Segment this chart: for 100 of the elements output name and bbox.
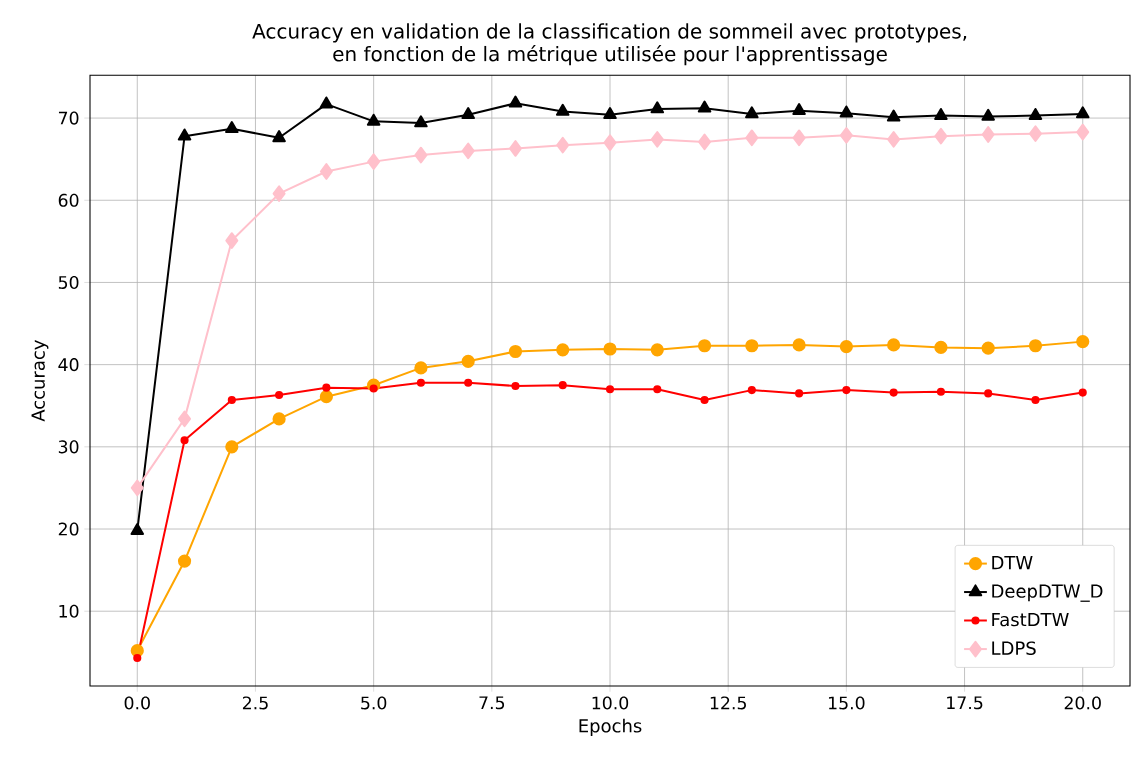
point: [272, 130, 286, 143]
point: [508, 344, 523, 359]
point: [225, 232, 239, 249]
point: [1028, 125, 1042, 143]
x-tick-label: 2.5: [242, 696, 268, 710]
point: [180, 436, 189, 445]
y-tick-label: 30: [58, 440, 79, 454]
point: [366, 113, 381, 126]
point: [936, 387, 945, 396]
point: [225, 121, 239, 134]
y-tick-label: 50: [58, 275, 79, 290]
point: [275, 390, 284, 400]
point: [792, 103, 806, 115]
point: [603, 134, 617, 152]
point: [177, 554, 192, 568]
point: [792, 129, 806, 147]
point: [1028, 339, 1043, 353]
point: [745, 106, 759, 119]
point: [934, 340, 948, 354]
point: [650, 101, 665, 114]
point: [461, 354, 475, 368]
point: [981, 341, 995, 355]
point: [603, 342, 617, 356]
point: [887, 131, 901, 148]
point: [556, 343, 570, 357]
point: [511, 381, 520, 391]
point: [839, 126, 853, 144]
point: [1075, 106, 1090, 119]
point: [177, 128, 192, 141]
point: [981, 126, 995, 143]
point: [556, 136, 570, 154]
point: [367, 153, 381, 170]
point: [178, 410, 192, 428]
y-tick-label: 70: [58, 111, 79, 125]
point: [650, 131, 664, 148]
point: [322, 383, 331, 392]
point: [981, 108, 995, 121]
legend-label: LDPS: [992, 641, 1036, 655]
legend-label: DeepDTW_D: [992, 584, 1103, 602]
point: [603, 107, 617, 120]
point: [1076, 335, 1090, 349]
x-tick-label: 12.5: [710, 696, 746, 710]
y-axis-title: Accuracy: [31, 340, 49, 422]
point: [464, 378, 473, 387]
point: [747, 386, 756, 395]
x-tick-label: 10.0: [592, 696, 629, 710]
point: [1076, 123, 1090, 141]
x-tick-label: 15.0: [828, 696, 865, 710]
point: [508, 95, 523, 108]
point: [1031, 395, 1040, 405]
point: [605, 385, 615, 394]
point: [272, 185, 286, 203]
point: [839, 105, 854, 118]
legend-label: DTW: [992, 556, 1033, 570]
point: [227, 395, 236, 405]
point: [887, 338, 901, 352]
point: [792, 338, 806, 352]
x-tick-label: 5.0: [361, 696, 387, 710]
chart-title: Accuracy en validation de la classification de sommeil avec prototypes, en fonction de la métrique utilisée pour l'apprentissage: [252, 23, 967, 66]
point: [839, 339, 853, 354]
point: [886, 109, 901, 122]
point: [414, 361, 428, 375]
point: [319, 390, 333, 404]
point: [698, 133, 712, 151]
point: [697, 339, 712, 353]
point: [272, 412, 286, 426]
legend-label: FastDTW: [992, 612, 1069, 627]
x-axis-title: Epochs: [579, 718, 642, 737]
point: [795, 389, 804, 398]
point: [416, 378, 425, 387]
x-tick-label: 20.0: [1064, 696, 1101, 710]
y-tick-label: 10: [59, 604, 79, 618]
point: [934, 107, 948, 120]
point: [984, 389, 993, 398]
point: [133, 653, 142, 663]
point: [414, 115, 428, 128]
x-tick-label: 0.0: [124, 696, 150, 710]
y-tick-label: 40: [58, 358, 79, 372]
point: [889, 388, 898, 397]
point: [225, 440, 239, 454]
point: [555, 103, 570, 116]
point: [130, 479, 144, 497]
point: [745, 129, 759, 147]
point: [319, 96, 334, 109]
point: [650, 343, 664, 357]
point: [414, 146, 428, 164]
point: [319, 163, 333, 180]
point: [461, 142, 475, 160]
point: [697, 100, 712, 113]
point: [653, 385, 662, 394]
point: [1078, 388, 1087, 397]
point: [842, 386, 851, 395]
x-tick-label: 7.5: [479, 696, 505, 710]
point: [1028, 107, 1043, 120]
y-tick-label: 60: [58, 193, 79, 207]
point: [934, 127, 948, 145]
point: [700, 395, 709, 405]
point: [508, 140, 522, 157]
point: [461, 107, 475, 120]
point: [745, 339, 759, 353]
